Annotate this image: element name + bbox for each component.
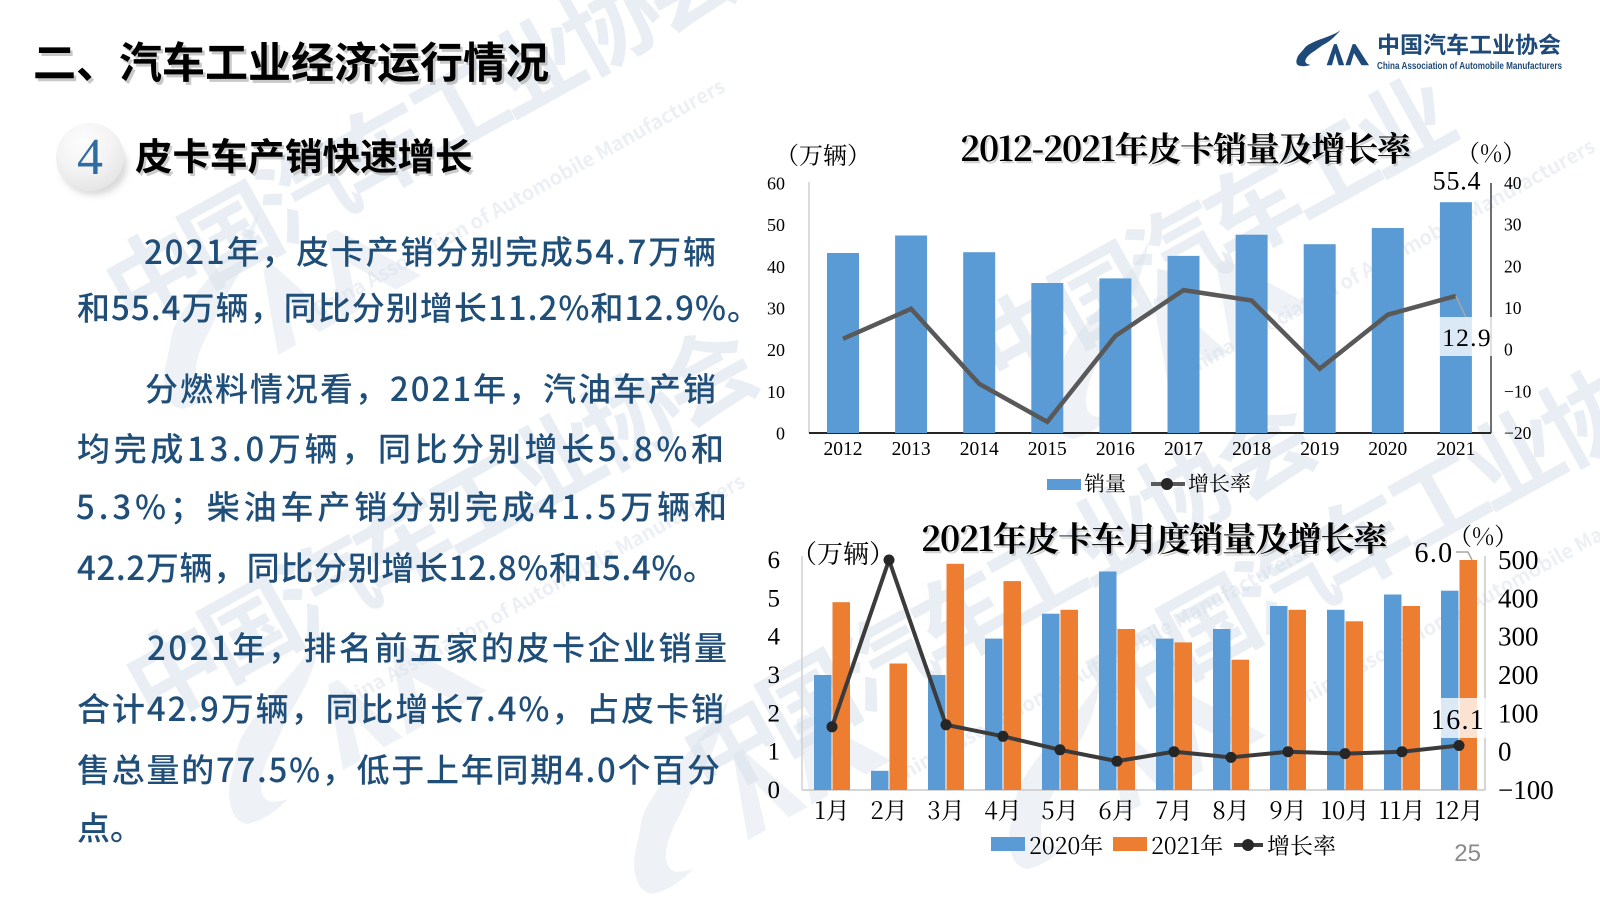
svg-text:6: 6 [768,547,781,574]
svg-text:25: 25 [1454,840,1481,867]
svg-text:20: 20 [1504,256,1522,276]
svg-text:2020: 2020 [1368,439,1407,460]
svg-text:2014: 2014 [960,439,999,460]
svg-text:30: 30 [1504,215,1522,235]
svg-text:3: 3 [768,662,781,689]
svg-text:2017: 2017 [1164,439,1203,460]
svg-text:5: 5 [768,585,781,612]
svg-text:60: 60 [767,174,785,194]
svg-text:0: 0 [768,777,781,804]
svg-text:40: 40 [767,257,785,277]
svg-text:−100: −100 [1498,775,1554,805]
svg-text:2012: 2012 [824,439,863,460]
svg-text:4: 4 [768,624,781,651]
svg-text:500: 500 [1498,545,1539,575]
svg-text:2: 2 [768,700,781,727]
svg-text:2015: 2015 [1028,439,1067,460]
svg-text:0: 0 [1504,340,1513,360]
svg-text:20: 20 [767,340,785,360]
svg-text:300: 300 [1498,622,1539,652]
svg-text:2021: 2021 [1436,439,1475,460]
svg-text:400: 400 [1498,583,1539,613]
svg-text:200: 200 [1498,660,1539,690]
svg-text:2019: 2019 [1300,439,1339,460]
svg-text:16.1: 16.1 [1431,705,1485,736]
svg-text:0: 0 [1498,737,1512,767]
svg-text:6.0: 6.0 [1415,538,1454,569]
svg-text:0: 0 [776,424,785,444]
svg-text:12.9: 12.9 [1442,323,1492,352]
svg-text:10: 10 [767,382,785,402]
svg-text:China Association of Automobil: China Association of Automobile Manufact… [1377,61,1562,72]
svg-text:55.4: 55.4 [1433,167,1482,196]
svg-text:40: 40 [1504,173,1522,193]
svg-text:50: 50 [767,215,785,235]
svg-text:100: 100 [1498,698,1539,728]
svg-text:2018: 2018 [1232,439,1271,460]
svg-text:−20: −20 [1504,423,1532,443]
svg-text:10: 10 [1504,298,1522,318]
svg-text:2013: 2013 [892,439,931,460]
svg-text:4: 4 [77,129,103,186]
svg-text:−10: −10 [1504,381,1532,401]
svg-text:30: 30 [767,299,785,319]
svg-text:2016: 2016 [1096,439,1135,460]
svg-text:1: 1 [768,739,781,766]
